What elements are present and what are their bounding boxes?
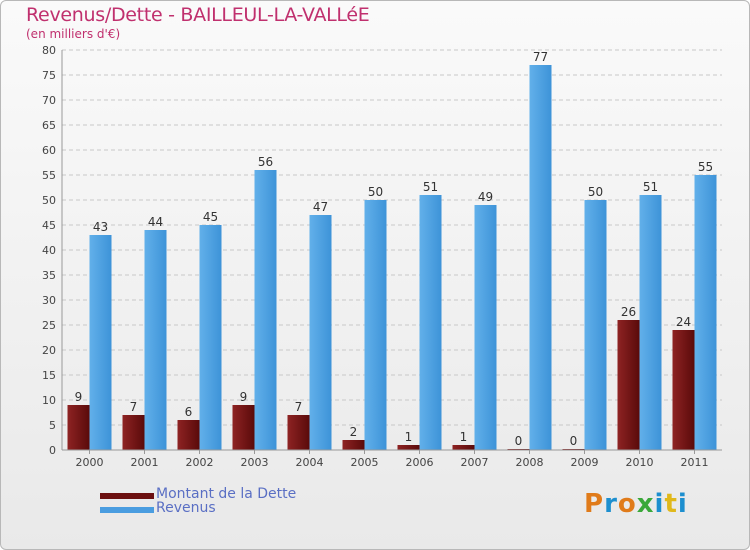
y-tick-label: 35 bbox=[42, 269, 56, 282]
y-tick-label: 70 bbox=[42, 94, 56, 107]
revenus-bar-value-label: 45 bbox=[203, 210, 218, 224]
dette-bar bbox=[617, 320, 640, 450]
y-tick-label: 25 bbox=[42, 319, 56, 332]
y-tick-label: 80 bbox=[42, 44, 56, 57]
revenus-bar bbox=[419, 195, 442, 450]
dette-bar-value-label: 1 bbox=[405, 430, 413, 444]
y-tick-label: 15 bbox=[42, 369, 56, 382]
dette-bar-value-label: 0 bbox=[515, 434, 523, 448]
y-tick-label: 40 bbox=[42, 244, 56, 257]
legend-label-revenus: Revenus bbox=[156, 500, 216, 516]
revenus-bar bbox=[144, 230, 167, 450]
y-tick-label: 60 bbox=[42, 144, 56, 157]
logo-letter: r bbox=[604, 489, 618, 519]
dette-bar-value-label: 1 bbox=[460, 430, 468, 444]
y-tick-label: 50 bbox=[42, 194, 56, 207]
legend-swatch-revenus bbox=[100, 507, 154, 513]
y-tick-label: 20 bbox=[42, 344, 56, 357]
revenus-bar-value-label: 50 bbox=[588, 185, 603, 199]
revenus-bar bbox=[584, 200, 607, 450]
dette-bar-value-label: 7 bbox=[130, 400, 138, 414]
x-tick-label: 2001 bbox=[131, 456, 159, 469]
x-tick-label: 2010 bbox=[626, 456, 654, 469]
chart-title: Revenus/Dette - BAILLEUL-LA-VALLéE bbox=[26, 4, 370, 26]
dette-bar-value-label: 6 bbox=[185, 405, 193, 419]
revenus-bar-value-label: 56 bbox=[258, 155, 273, 169]
dette-bar bbox=[67, 405, 90, 450]
dette-bar-value-label: 9 bbox=[240, 390, 248, 404]
x-tick-label: 2008 bbox=[516, 456, 544, 469]
x-tick-label: 2002 bbox=[186, 456, 214, 469]
dette-bar bbox=[672, 330, 695, 450]
dette-bar-value-label: 26 bbox=[621, 305, 636, 319]
revenus-bar bbox=[254, 170, 277, 450]
logo-letter: P bbox=[584, 489, 605, 519]
dette-bar-value-label: 7 bbox=[295, 400, 303, 414]
dette-bar bbox=[452, 445, 475, 450]
revenus-bar-value-label: 50 bbox=[368, 185, 383, 199]
revenus-bar bbox=[309, 215, 332, 450]
revenus-bar-value-label: 51 bbox=[643, 180, 658, 194]
revenus-bar-value-label: 44 bbox=[148, 215, 163, 229]
legend-swatch-dette bbox=[100, 493, 154, 499]
chart-subtitle: (en milliers d'€) bbox=[26, 27, 121, 41]
logo-letter: x bbox=[636, 489, 655, 519]
logo-letter: t bbox=[664, 489, 678, 519]
logo-letter: i bbox=[654, 489, 665, 519]
y-tick-label: 5 bbox=[49, 419, 56, 432]
revenus-bar-value-label: 55 bbox=[698, 160, 713, 174]
dette-bar bbox=[122, 415, 145, 450]
x-tick-label: 2003 bbox=[241, 456, 269, 469]
y-tick-label: 55 bbox=[42, 169, 56, 182]
revenus-bar bbox=[89, 235, 112, 450]
dette-bar bbox=[287, 415, 310, 450]
dette-bar-value-label: 2 bbox=[350, 425, 358, 439]
revenus-bar-value-label: 49 bbox=[478, 190, 493, 204]
logo-letter: o bbox=[617, 489, 637, 519]
y-tick-label: 75 bbox=[42, 69, 56, 82]
legend-label-dette: Montant de la Dette bbox=[156, 486, 297, 502]
revenus-bar bbox=[364, 200, 387, 450]
logo-letter: i bbox=[677, 489, 688, 519]
y-tick-label: 10 bbox=[42, 394, 56, 407]
x-tick-label: 2006 bbox=[406, 456, 434, 469]
y-tick-label: 30 bbox=[42, 294, 56, 307]
revenus-bar bbox=[639, 195, 662, 450]
revenus-bar bbox=[529, 65, 552, 450]
revenus-bar-value-label: 47 bbox=[313, 200, 328, 214]
revenus-bar bbox=[199, 225, 222, 450]
dette-bar-value-label: 0 bbox=[570, 434, 578, 448]
y-tick-label: 0 bbox=[49, 444, 56, 457]
x-tick-label: 2005 bbox=[351, 456, 379, 469]
y-tick-label: 45 bbox=[42, 219, 56, 232]
x-tick-label: 2004 bbox=[296, 456, 324, 469]
revenus-bar-value-label: 43 bbox=[93, 220, 108, 234]
dette-bar bbox=[232, 405, 255, 450]
x-tick-label: 2000 bbox=[76, 456, 104, 469]
revenus-bar-value-label: 77 bbox=[533, 50, 548, 64]
dette-bar bbox=[177, 420, 200, 450]
x-tick-label: 2011 bbox=[681, 456, 709, 469]
proxiti-logo: Proxiti bbox=[584, 489, 688, 519]
x-tick-label: 2009 bbox=[571, 456, 599, 469]
x-tick-label: 2007 bbox=[461, 456, 489, 469]
revenus-bar-value-label: 51 bbox=[423, 180, 438, 194]
y-tick-label: 65 bbox=[42, 119, 56, 132]
dette-bar bbox=[397, 445, 420, 450]
revenus-bar bbox=[474, 205, 497, 450]
revenus-bar bbox=[694, 175, 717, 450]
dette-bar-value-label: 9 bbox=[75, 390, 83, 404]
dette-bar bbox=[342, 440, 365, 450]
dette-bar-value-label: 24 bbox=[676, 315, 691, 329]
